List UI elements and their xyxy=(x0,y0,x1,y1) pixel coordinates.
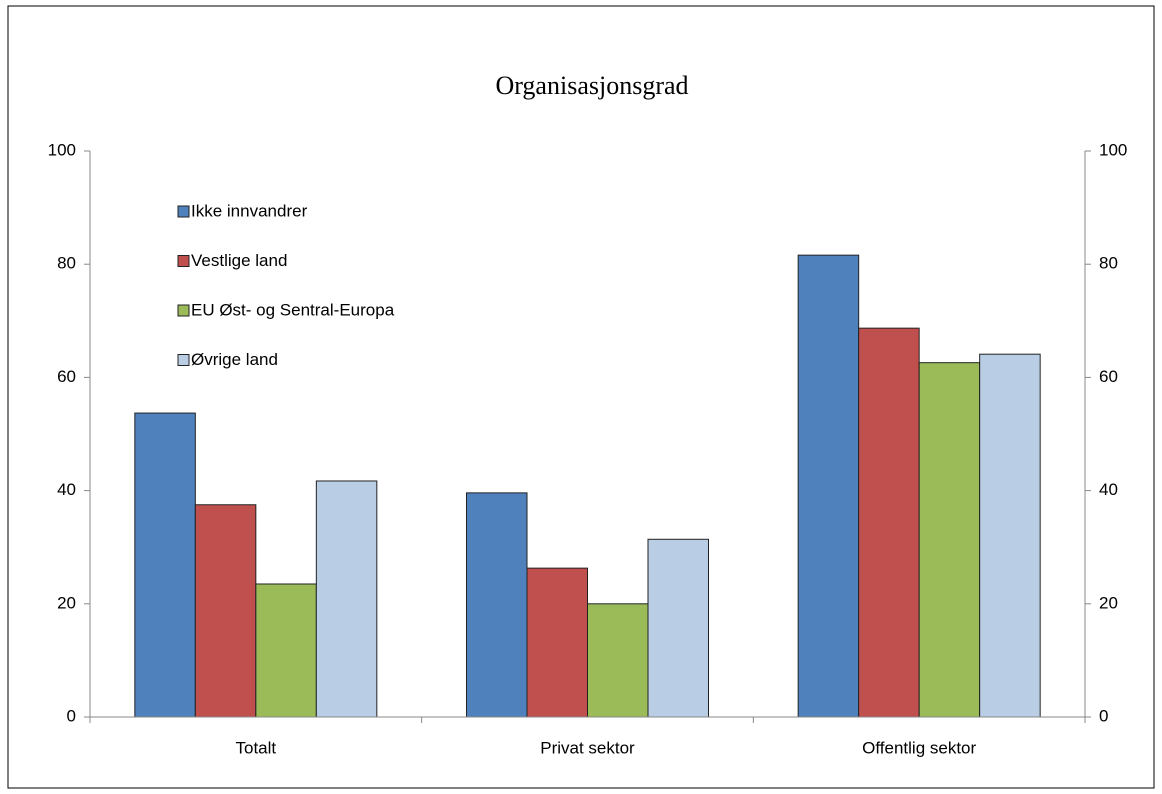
y-tick-label: 60 xyxy=(57,367,76,386)
y-tick-label: 40 xyxy=(57,480,76,499)
y-tick-label: 80 xyxy=(57,254,76,273)
y2-tick-label: 100 xyxy=(1099,140,1127,159)
y2-tick-label: 0 xyxy=(1099,706,1108,725)
y2-tick-label: 20 xyxy=(1099,593,1118,612)
bar xyxy=(194,504,257,718)
legend-label: Ikke innvandrer xyxy=(191,201,308,220)
bar xyxy=(526,567,588,718)
bar xyxy=(134,412,196,718)
bar xyxy=(647,538,709,718)
legend-swatch xyxy=(177,304,190,317)
legend-label: EU Øst- og Sentral-Europa xyxy=(191,300,395,319)
bar xyxy=(918,362,981,718)
y2-tick-label: 60 xyxy=(1099,367,1118,386)
y-tick-label: 20 xyxy=(57,593,76,612)
y2-tick-label: 80 xyxy=(1099,254,1118,273)
x-tick-label: Privat sektor xyxy=(540,738,635,757)
legend-swatch xyxy=(177,255,190,267)
bar xyxy=(466,492,528,718)
y-tick-label: 100 xyxy=(48,140,76,159)
y-tick-label: 0 xyxy=(67,706,76,725)
legend-swatch xyxy=(177,354,190,366)
bar xyxy=(858,327,920,718)
bar xyxy=(587,603,649,718)
chart-title: Organisasjonsgrad xyxy=(495,71,688,100)
y2-tick-label: 40 xyxy=(1099,480,1118,499)
bar xyxy=(797,254,860,718)
bar xyxy=(979,353,1041,718)
x-tick-label: Offentlig sektor xyxy=(862,738,976,757)
bar xyxy=(255,583,317,718)
bar xyxy=(315,480,378,718)
x-tick-label: Totalt xyxy=(236,738,277,757)
legend-label: Øvrige land xyxy=(191,350,278,369)
legend-swatch xyxy=(177,205,190,218)
legend-label: Vestlige land xyxy=(191,251,287,270)
